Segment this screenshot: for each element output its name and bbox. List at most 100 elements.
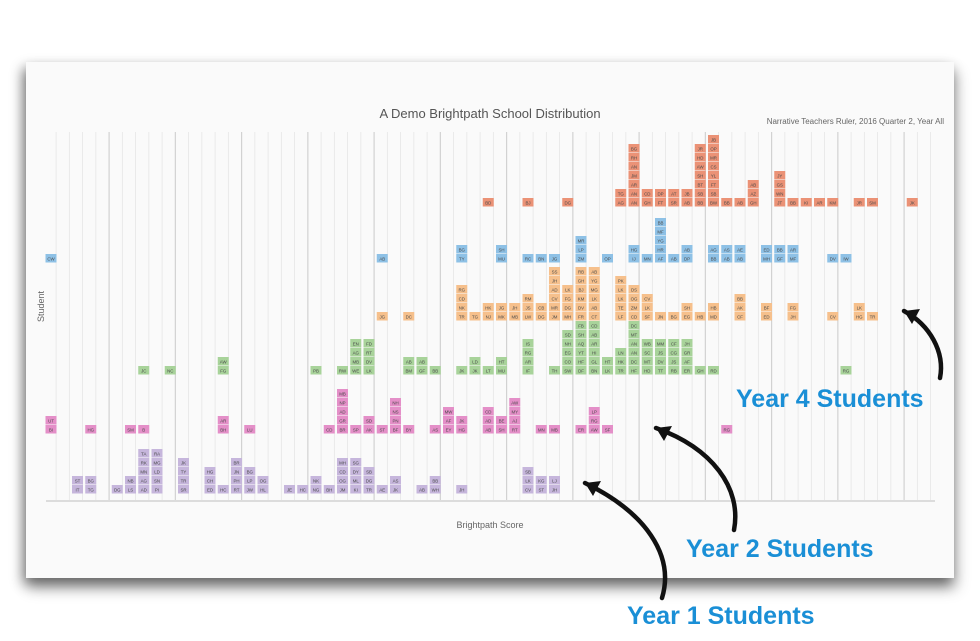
student-marker[interactable]: WB — [641, 339, 653, 348]
student-marker[interactable]: BB — [694, 198, 706, 207]
student-marker[interactable]: HF — [575, 357, 587, 366]
student-marker[interactable]: HG — [456, 425, 468, 434]
student-marker[interactable]: AF — [443, 416, 454, 425]
student-marker[interactable]: DC — [403, 312, 415, 321]
student-marker[interactable]: AF — [655, 254, 666, 263]
student-marker[interactable]: JK — [390, 485, 401, 494]
student-marker[interactable]: TG — [85, 485, 97, 494]
student-marker[interactable]: AR — [787, 245, 799, 254]
student-marker[interactable]: AD — [482, 416, 494, 425]
student-marker[interactable]: DV — [827, 254, 839, 263]
student-marker[interactable]: FG — [562, 294, 574, 303]
student-marker[interactable]: HL — [257, 485, 269, 494]
student-marker[interactable]: AD — [549, 285, 560, 294]
student-marker[interactable]: DV — [363, 357, 375, 366]
student-marker[interactable]: AN — [628, 162, 640, 171]
student-marker[interactable]: CF — [668, 339, 680, 348]
student-marker[interactable]: RT — [231, 485, 242, 494]
student-marker[interactable]: FD — [363, 339, 375, 348]
student-marker[interactable]: BR — [337, 425, 348, 434]
student-marker[interactable]: BG — [85, 476, 97, 485]
student-marker[interactable]: HD — [694, 153, 706, 162]
student-marker[interactable]: CW — [45, 254, 57, 263]
student-marker[interactable]: NP — [337, 398, 348, 407]
student-marker[interactable]: SH — [496, 425, 507, 434]
student-marker[interactable]: HK — [482, 303, 494, 312]
student-marker[interactable]: TG — [615, 189, 627, 198]
student-marker[interactable]: CB — [535, 303, 547, 312]
student-marker[interactable]: JG — [376, 312, 388, 321]
student-marker[interactable]: LK — [522, 476, 534, 485]
student-marker[interactable]: DG — [562, 198, 574, 207]
student-marker[interactable]: BG — [628, 144, 640, 153]
student-marker[interactable]: CO — [562, 357, 574, 366]
student-marker[interactable]: CD — [628, 312, 640, 321]
student-marker[interactable]: RB — [668, 366, 680, 375]
student-marker[interactable]: AB — [588, 267, 600, 276]
student-marker[interactable]: JM — [549, 312, 560, 321]
student-marker[interactable]: JH — [549, 485, 560, 494]
student-marker[interactable]: HF — [628, 366, 640, 375]
student-marker[interactable]: RD — [708, 366, 719, 375]
student-marker[interactable]: MM — [655, 339, 666, 348]
student-marker[interactable]: TE — [615, 303, 627, 312]
student-marker[interactable]: ST — [72, 476, 83, 485]
student-marker[interactable]: BB — [721, 198, 733, 207]
student-marker[interactable]: AN — [628, 198, 640, 207]
student-marker[interactable]: LU — [244, 425, 256, 434]
student-marker[interactable]: PK — [615, 276, 627, 285]
student-marker[interactable]: AD — [337, 407, 348, 416]
student-marker[interactable]: AB — [668, 254, 680, 263]
student-marker[interactable]: TY — [456, 254, 468, 263]
student-marker[interactable]: RM — [522, 294, 534, 303]
student-marker[interactable]: GR — [337, 416, 348, 425]
student-marker[interactable]: JB — [681, 189, 693, 198]
student-marker[interactable]: AB — [588, 303, 600, 312]
student-marker[interactable]: ST — [535, 485, 547, 494]
student-marker[interactable]: MG — [588, 285, 600, 294]
student-marker[interactable]: OP — [602, 254, 613, 263]
student-marker[interactable]: AW — [588, 425, 600, 434]
student-marker[interactable]: AE — [376, 485, 388, 494]
student-marker[interactable]: HK — [615, 357, 627, 366]
student-marker[interactable]: MF — [787, 254, 799, 263]
student-marker[interactable]: CD — [337, 467, 348, 476]
student-marker[interactable]: AJ — [509, 416, 521, 425]
student-marker[interactable]: BB — [655, 218, 666, 227]
student-marker[interactable]: BY — [403, 425, 415, 434]
student-marker[interactable]: ER — [681, 366, 693, 375]
student-marker[interactable]: SD — [363, 416, 375, 425]
student-marker[interactable]: EG — [681, 312, 693, 321]
student-marker[interactable]: HG — [85, 425, 97, 434]
student-marker[interactable]: MN — [138, 467, 150, 476]
student-marker[interactable]: LK — [363, 366, 375, 375]
student-marker[interactable]: HG — [628, 245, 640, 254]
student-marker[interactable]: HR — [655, 245, 666, 254]
student-marker[interactable]: ER — [575, 425, 587, 434]
student-marker[interactable]: BH — [323, 485, 335, 494]
student-marker[interactable]: LK — [615, 285, 627, 294]
student-marker[interactable]: MB — [350, 357, 362, 366]
student-marker[interactable]: CV — [827, 312, 839, 321]
student-marker[interactable]: FT — [655, 198, 666, 207]
student-marker[interactable]: SB — [708, 189, 719, 198]
student-marker[interactable]: JH — [787, 312, 799, 321]
student-marker[interactable]: AS — [429, 425, 441, 434]
student-marker[interactable]: OG — [628, 294, 640, 303]
student-marker[interactable]: KI — [350, 485, 362, 494]
student-marker[interactable]: CD — [641, 189, 653, 198]
student-marker[interactable]: NH — [390, 398, 401, 407]
student-marker[interactable]: JK — [178, 458, 189, 467]
student-marker[interactable]: RH — [628, 153, 640, 162]
student-marker[interactable]: MU — [496, 366, 507, 375]
student-marker[interactable]: TG — [469, 312, 481, 321]
student-marker[interactable]: SW — [562, 366, 574, 375]
student-marker[interactable]: GL — [588, 357, 600, 366]
student-marker[interactable]: AB — [416, 357, 428, 366]
student-marker[interactable]: JE — [284, 485, 295, 494]
student-marker[interactable]: HB — [708, 303, 719, 312]
student-marker[interactable]: HG — [853, 312, 865, 321]
student-marker[interactable]: AR — [628, 180, 640, 189]
student-marker[interactable]: BN — [588, 366, 600, 375]
student-marker[interactable]: DY — [350, 467, 362, 476]
